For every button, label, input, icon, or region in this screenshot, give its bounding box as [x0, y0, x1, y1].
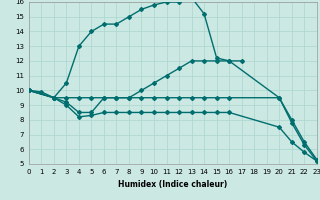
X-axis label: Humidex (Indice chaleur): Humidex (Indice chaleur): [118, 180, 228, 189]
